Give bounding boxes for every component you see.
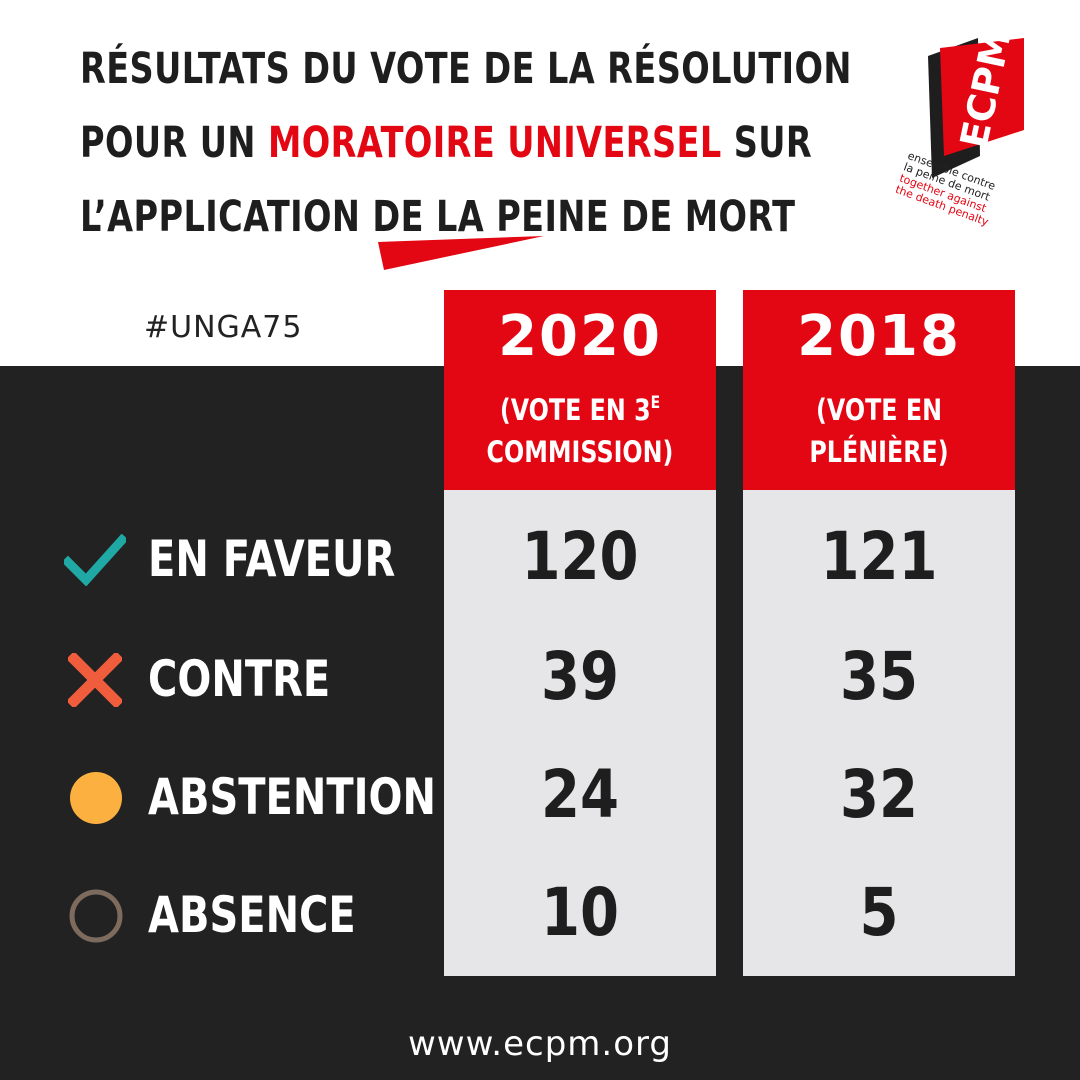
- row-label-absence: ABSENCE: [148, 886, 356, 944]
- value-contre: 35: [839, 638, 919, 715]
- column-header: 2020 (VOTE EN 3E COMMISSION): [444, 290, 716, 490]
- column-2020: 2020 (VOTE EN 3E COMMISSION) 120 39 24 1…: [444, 290, 716, 976]
- footer-url[interactable]: www.ecpm.org: [408, 1024, 672, 1064]
- hashtag: #UNGA75: [144, 310, 303, 345]
- title-line-2: POUR UN MORATOIRE UNIVERSEL SUR: [80, 118, 813, 168]
- cross-icon: [68, 653, 122, 707]
- column-subtitle: (VOTE EN 3E COMMISSION): [486, 393, 674, 469]
- value-en-faveur: 121: [820, 518, 938, 595]
- title-line-1: RÉSULTATS DU VOTE DE LA RÉSOLUTION: [80, 44, 852, 94]
- column-values: 120 39 24 10: [444, 490, 716, 976]
- value-en-faveur: 120: [521, 518, 639, 595]
- value-abstention: 24: [540, 756, 620, 833]
- title-line-3: L’APPLICATION DE LA PEINE DE MORT: [80, 192, 796, 242]
- ecpm-logo: ECPM: [928, 38, 1024, 178]
- row-label-contre: CONTRE: [148, 650, 331, 708]
- column-year: 2020: [498, 304, 662, 369]
- column-header: 2018 (VOTE EN PLÉNIÈRE): [743, 290, 1015, 490]
- column-year: 2018: [797, 304, 961, 369]
- title-highlight: MORATOIRE UNIVERSEL: [267, 118, 722, 168]
- value-contre: 39: [540, 638, 620, 715]
- value-abstention: 32: [839, 756, 919, 833]
- column-2018: 2018 (VOTE EN PLÉNIÈRE) 121 35 32 5: [743, 290, 1015, 976]
- value-absence: 10: [540, 874, 620, 951]
- column-subtitle: (VOTE EN PLÉNIÈRE): [809, 393, 949, 469]
- page-title: RÉSULTATS DU VOTE DE LA RÉSOLUTION POUR …: [80, 32, 852, 254]
- row-label-abstention: ABSTENTION: [148, 768, 436, 826]
- column-values: 121 35 32 5: [743, 490, 1015, 976]
- filled-circle-icon: [70, 772, 122, 824]
- red-swoosh-decoration: [378, 236, 544, 270]
- check-icon: [64, 534, 126, 586]
- value-absence: 5: [859, 874, 899, 951]
- empty-circle-icon: [69, 889, 123, 943]
- row-label-en-faveur: EN FAVEUR: [148, 530, 396, 588]
